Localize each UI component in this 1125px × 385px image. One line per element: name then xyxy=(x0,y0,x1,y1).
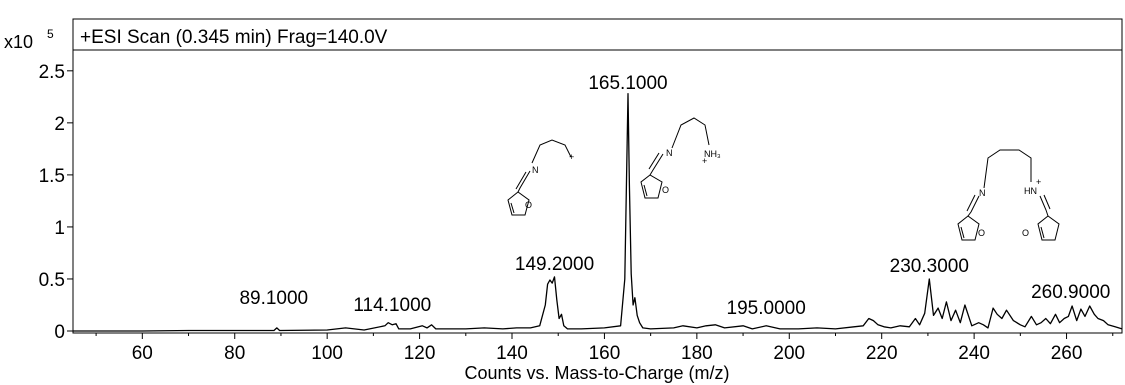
x-tick-label: 100 xyxy=(311,343,343,364)
peak-label: 260.9000 xyxy=(1031,282,1110,303)
x-axis-ticks: 60 80 100 120 140 160 180 200 220 240 260 xyxy=(95,333,1114,364)
peak-label: 114.1000 xyxy=(353,295,431,316)
plot-frame xyxy=(72,18,1123,334)
structure-1-nitrogen: N xyxy=(532,165,539,175)
x-tick-label: 260 xyxy=(1051,343,1083,364)
structure-1-charge: + xyxy=(569,152,574,162)
structure-1-oxygen: O xyxy=(525,200,532,210)
structure-fragment-165: N NH₃ + O xyxy=(640,117,721,199)
x-tick-label: 220 xyxy=(866,343,898,364)
peak-label: 195.0000 xyxy=(727,298,806,319)
structure-fragment-149: + N O xyxy=(507,139,574,216)
peak-labels: 89.1000 114.1000 149.2000 165.1000 195.0000 2… xyxy=(239,73,1110,319)
peak-label: 89.1000 xyxy=(239,288,308,309)
y-multiplier: x10 xyxy=(4,32,33,52)
y-tick-label: 0 xyxy=(54,322,65,343)
x-tick-label: 200 xyxy=(773,343,805,364)
x-tick-label: 60 xyxy=(132,343,153,364)
structure-3-oxygen-1: O xyxy=(978,228,985,238)
structure-3-nitrogen: N xyxy=(979,188,986,198)
x-tick-label: 180 xyxy=(681,343,713,364)
structure-2-nitrogen: N xyxy=(666,148,673,158)
structure-fragment-230: N HN + O O xyxy=(957,149,1060,241)
structure-3-charge: + xyxy=(1036,177,1041,187)
chart-title: +ESI Scan (0.345 min) Frag=140.0V xyxy=(80,27,388,48)
x-tick-label: 80 xyxy=(224,343,245,364)
x-tick-label: 120 xyxy=(404,343,436,364)
structure-3-oxygen-2: O xyxy=(1022,228,1029,238)
x-tick-label: 140 xyxy=(496,343,528,364)
y-tick-label: 0.5 xyxy=(39,270,65,291)
structure-2-oxygen: O xyxy=(662,185,669,195)
y-tick-label: 2.5 xyxy=(39,62,65,83)
y-multiplier-exponent: 5 xyxy=(47,27,54,41)
y-tick-label: 1.5 xyxy=(39,166,65,187)
peak-label: 149.2000 xyxy=(515,254,594,275)
spectrum-trace xyxy=(73,93,1123,332)
y-tick-label: 2 xyxy=(54,114,65,135)
y-axis-ticks: 0 0.5 1 1.5 2 2.5 xyxy=(39,62,73,343)
x-tick-label: 160 xyxy=(589,343,621,364)
y-tick-label: 1 xyxy=(54,218,65,239)
peak-label: 165.1000 xyxy=(588,73,667,94)
x-axis-label: Counts vs. Mass-to-Charge (m/z) xyxy=(464,363,729,383)
peak-label: 230.3000 xyxy=(890,256,969,277)
structure-2-amine: NH₃ xyxy=(704,149,721,159)
structure-2-charge: + xyxy=(702,156,707,166)
x-tick-label: 240 xyxy=(958,343,990,364)
structure-3-iminium: HN xyxy=(1024,186,1037,196)
